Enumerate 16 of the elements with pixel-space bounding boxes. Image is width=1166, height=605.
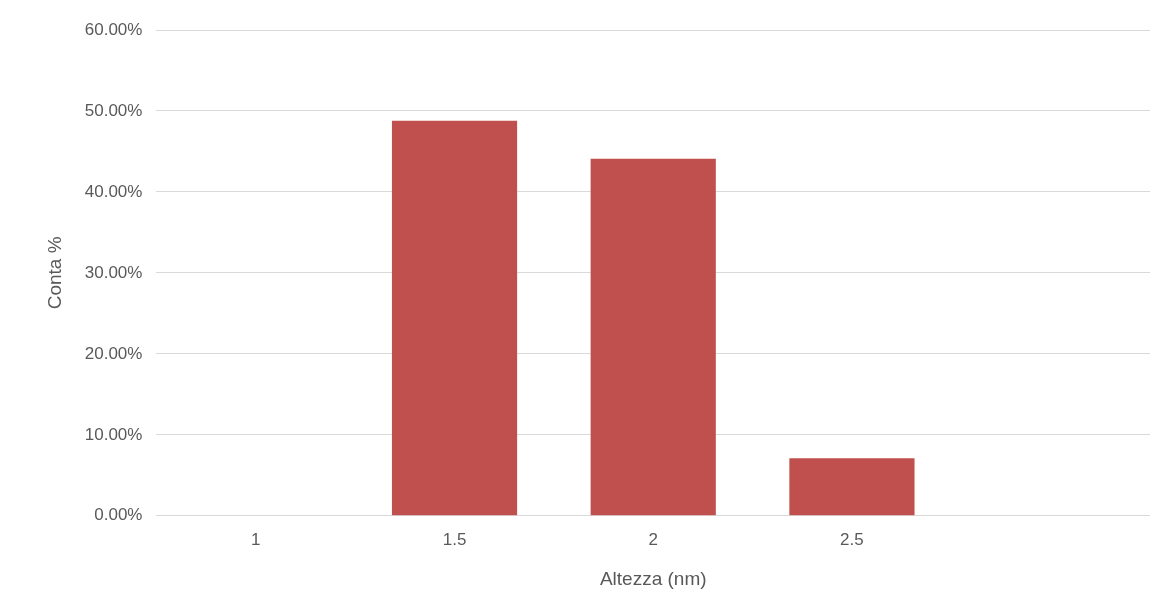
y-tick-label: 30.00% (84, 262, 143, 282)
x-tick-label: 2.5 (840, 529, 864, 549)
bar (590, 158, 716, 516)
bar (391, 120, 518, 516)
x-axis-title: Altezza (nm) (599, 567, 707, 589)
x-tick-label: 1.5 (442, 529, 467, 549)
y-tick-label: 0.00% (94, 505, 143, 525)
bar (789, 458, 915, 516)
y-tick-label: 40.00% (84, 181, 143, 201)
x-tick-label: 2 (648, 529, 658, 549)
y-tick-label: 60.00% (84, 19, 143, 39)
y-axis-title: Conta % (43, 236, 65, 310)
y-tick-label: 50.00% (84, 100, 143, 120)
x-tick-label: 1 (251, 529, 261, 549)
y-tick-label: 20.00% (84, 343, 143, 363)
y-tick-label: 10.00% (84, 424, 143, 444)
